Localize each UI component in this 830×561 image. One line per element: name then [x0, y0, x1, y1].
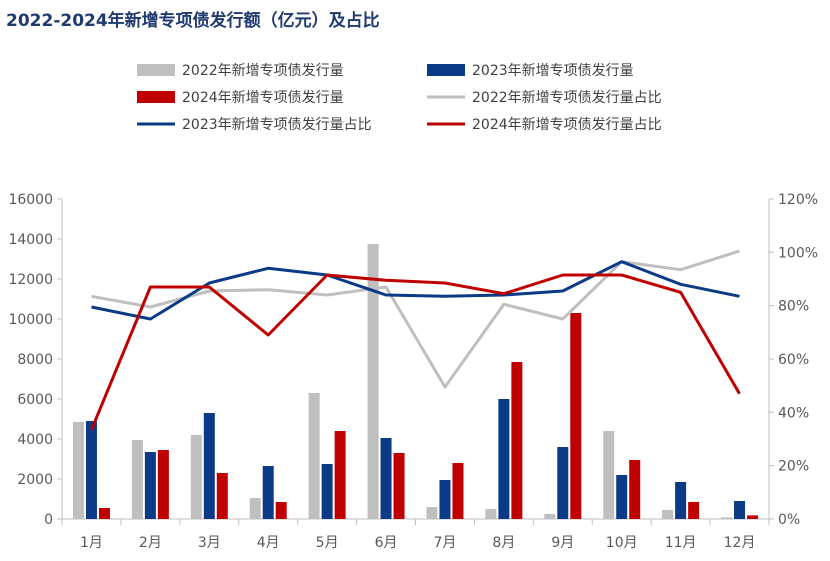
bar-2024-6月	[393, 453, 405, 519]
line-share-2022	[91, 249, 740, 389]
axes-group	[57, 198, 774, 525]
bar-2024-8月	[511, 362, 523, 519]
bar-2022-7月	[426, 507, 438, 519]
y-right-tick-label: 100%	[778, 245, 818, 261]
bar-2023-1月	[85, 421, 97, 519]
y-right-tick-label: 60%	[778, 352, 809, 368]
x-tick-label: 2月	[139, 535, 162, 551]
y-left-tick-label: 14000	[8, 232, 53, 248]
y-right-tick-label: 40%	[778, 405, 809, 421]
x-tick-label: 9月	[551, 535, 574, 551]
y-right-tick-label: 0%	[778, 512, 800, 528]
bar-2023-4月	[262, 466, 274, 519]
x-tick-label: 12月	[724, 535, 756, 551]
bar-2023-2月	[144, 452, 156, 519]
x-tick-label: 3月	[198, 535, 221, 551]
bar-2024-12月	[747, 515, 759, 519]
bar-2023-10月	[616, 475, 628, 519]
bar-2023-6月	[380, 438, 392, 519]
bar-2022-10月	[603, 431, 615, 519]
bar-2024-4月	[275, 502, 287, 519]
bar-2024-2月	[157, 450, 169, 519]
bar-2024-5月	[334, 431, 346, 519]
legend-label: 2023年新增专项债发行量	[472, 63, 634, 79]
y-left-tick-label: 16000	[8, 192, 53, 208]
ticks-group: 0 2000 4000 6000 8000 10000 12000 14000 16000 0% 2…	[8, 192, 818, 551]
bar-2023-8月	[498, 399, 510, 519]
legend-label: 2024年新增专项债发行量	[182, 90, 344, 106]
bar-2024-11月	[688, 502, 700, 519]
x-tick-label: 1月	[80, 535, 103, 551]
bar-2024-7月	[452, 463, 464, 519]
y-left-tick-label: 6000	[17, 392, 53, 408]
bar-2023-9月	[557, 447, 569, 519]
x-tick-label: 6月	[375, 535, 398, 551]
x-tick-label: 11月	[665, 535, 697, 551]
y-right-tick-label: 80%	[778, 299, 809, 315]
lines-group	[90, 249, 741, 431]
line-share-2024	[90, 273, 741, 431]
x-tick-label: 4月	[257, 535, 280, 551]
legend-swatch	[137, 91, 175, 103]
y-left-tick-label: 10000	[8, 312, 53, 328]
line-share-2023	[91, 260, 740, 321]
bars-group	[72, 244, 759, 519]
bar-2023-12月	[734, 501, 746, 519]
x-tick-label: 5月	[316, 535, 339, 551]
y-right-tick-label: 20%	[778, 459, 809, 475]
bar-2022-2月	[131, 440, 143, 519]
bar-2024-1月	[98, 508, 110, 519]
bar-2022-4月	[249, 498, 261, 519]
bar-2022-9月	[544, 514, 556, 519]
bar-2023-7月	[439, 480, 451, 519]
bar-2022-3月	[190, 435, 202, 519]
legend-swatch	[137, 64, 175, 76]
bar-2022-5月	[308, 393, 320, 519]
legend-swatch	[427, 64, 465, 76]
y-left-tick-label: 12000	[8, 272, 53, 288]
bar-2023-5月	[321, 464, 333, 519]
legend-group: 2022年新增专项债发行量 2023年新增专项债发行量 2024年新增专项债发行量 2…	[137, 63, 662, 133]
x-tick-label: 10月	[606, 535, 638, 551]
bar-2022-12月	[721, 517, 733, 519]
y-left-tick-label: 2000	[17, 472, 53, 488]
y-left-tick-label: 8000	[17, 352, 53, 368]
legend-label: 2022年新增专项债发行量占比	[472, 90, 662, 106]
bar-2024-9月	[570, 313, 582, 519]
bar-2024-10月	[629, 460, 641, 519]
chart-title: 2022-2024年新增专项债发行额（亿元）及占比	[6, 11, 380, 31]
y-left-tick-label: 4000	[17, 432, 53, 448]
x-tick-label: 7月	[433, 535, 456, 551]
legend-label: 2022年新增专项债发行量	[182, 63, 344, 79]
bar-2023-11月	[675, 482, 687, 519]
bar-2023-3月	[203, 413, 215, 519]
y-right-tick-label: 120%	[778, 192, 818, 208]
bar-2022-11月	[662, 510, 674, 519]
x-tick-label: 8月	[492, 535, 515, 551]
y-left-tick-label: 0	[44, 512, 53, 528]
bar-2022-6月	[367, 244, 379, 519]
bar-2024-3月	[216, 473, 228, 519]
bar-2022-1月	[72, 422, 84, 519]
legend-label: 2024年新增专项债发行量占比	[472, 117, 662, 133]
legend-label: 2023年新增专项债发行量占比	[182, 117, 372, 133]
bar-2022-8月	[485, 509, 497, 519]
